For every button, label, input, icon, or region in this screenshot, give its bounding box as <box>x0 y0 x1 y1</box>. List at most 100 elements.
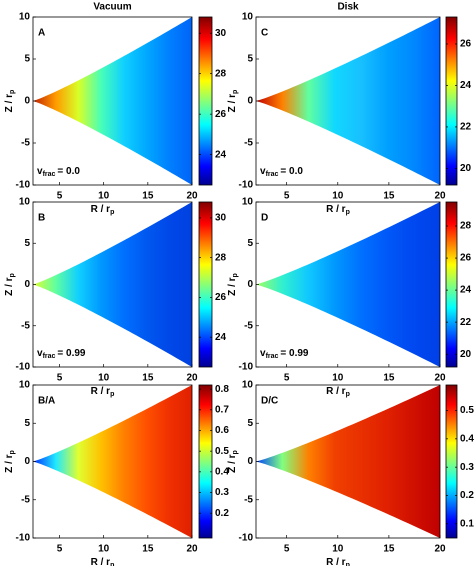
y-axis-label: Z / rp <box>4 90 16 113</box>
y-tick-label: 5 <box>247 54 253 65</box>
annotation-rest: = 0.99 <box>57 348 86 359</box>
annotation-main: v <box>260 348 266 359</box>
y-tick-label: 10 <box>242 380 254 391</box>
x-axis-label: R / rp <box>91 204 115 216</box>
y-axis-label-sub: p <box>232 273 239 277</box>
x-axis-label: R / rp <box>91 557 115 566</box>
annotation-sub: frac <box>266 353 279 360</box>
x-tick-label: 20 <box>186 191 198 202</box>
heatmap-wedge <box>33 17 192 185</box>
x-tick-label: 20 <box>434 191 446 202</box>
colorbar-tick-label: 26 <box>215 109 227 120</box>
y-tick-label: 10 <box>242 197 254 208</box>
y-tick-label: 5 <box>247 238 253 249</box>
x-tick-label: 20 <box>186 373 198 384</box>
y-tick-label: 0 <box>247 456 253 467</box>
colorbar <box>445 16 458 186</box>
x-tick-label: 5 <box>284 191 290 202</box>
x-tick-label: 10 <box>332 373 344 384</box>
x-axis-label-sub: p <box>110 209 114 216</box>
heatmap-wedge <box>256 17 440 185</box>
y-tick-label: -5 <box>21 320 30 331</box>
x-axis-label-main: R / r <box>326 204 346 215</box>
y-axis-label-sub: p <box>9 90 16 94</box>
y-tick-label: 0 <box>247 279 253 290</box>
x-axis-label-sub: p <box>346 562 350 566</box>
colorbar-tick-label: 24 <box>215 149 227 160</box>
y-tick-label: -5 <box>21 138 30 149</box>
annotation: vfrac = 0.0 <box>260 166 303 178</box>
x-tick-label: 15 <box>142 191 154 202</box>
x-axis-label: R / rp <box>326 557 350 566</box>
x-axis-label-sub: p <box>110 562 114 566</box>
colorbar-tick-label: 22 <box>460 317 472 328</box>
x-tick-label: 20 <box>434 544 446 555</box>
annotation-sub: frac <box>43 353 56 360</box>
y-axis-label-sub: p <box>232 450 239 454</box>
colorbar-tick-label: 26 <box>460 39 472 50</box>
colorbar-tick-label: 0.4 <box>460 433 474 444</box>
colorbar-tick-label: 28 <box>215 68 227 79</box>
x-tick-label: 5 <box>57 544 63 555</box>
y-tick-label: 10 <box>19 197 31 208</box>
colorbar-tick-label: 26 <box>460 253 472 264</box>
x-tick-label: 20 <box>186 544 198 555</box>
heatmap-wedge <box>256 385 440 538</box>
y-tick-label: -5 <box>21 494 30 505</box>
y-tick-label: 10 <box>19 380 31 391</box>
colorbar-tick-label: 28 <box>460 221 472 232</box>
colorbar-tick-label: 0.5 <box>460 405 474 416</box>
annotation-sub: frac <box>266 171 279 178</box>
x-tick-label: 10 <box>98 544 110 555</box>
y-tick-label: -5 <box>244 494 253 505</box>
column-title: Vacuum <box>93 2 131 13</box>
annotation-main: v <box>260 166 266 177</box>
y-tick-label: 5 <box>24 418 30 429</box>
x-tick-label: 10 <box>98 373 110 384</box>
y-tick-label: 5 <box>24 238 30 249</box>
x-axis-label-sub: p <box>346 209 350 216</box>
x-axis-label-main: R / r <box>326 386 346 397</box>
x-axis-label-main: R / r <box>91 557 111 566</box>
x-tick-label: 15 <box>383 191 395 202</box>
y-axis-label-main: Z / r <box>227 454 238 472</box>
annotation-rest: = 0.0 <box>280 166 303 177</box>
x-tick-label: 5 <box>57 373 63 384</box>
annotation-main: v <box>37 348 43 359</box>
colorbar-tick-label: 0.4 <box>215 466 229 477</box>
panel-label: D <box>261 213 268 224</box>
y-axis-label-main: Z / r <box>227 277 238 295</box>
x-tick-label: 10 <box>332 544 344 555</box>
colorbar <box>445 384 458 539</box>
x-tick-label: 15 <box>383 544 395 555</box>
column-title: Disk <box>337 2 359 13</box>
x-tick-label: 15 <box>383 373 395 384</box>
x-axis-label-sub: p <box>346 391 350 398</box>
y-tick-label: -10 <box>239 533 254 544</box>
y-axis-label-main: Z / r <box>4 277 15 295</box>
annotation: vfrac = 0.0 <box>37 166 80 178</box>
y-axis-label-main: Z / r <box>4 454 15 472</box>
colorbar-tick-label: 30 <box>215 213 227 224</box>
colorbar-tick-label: 0.8 <box>215 384 229 395</box>
y-tick-label: 5 <box>24 54 30 65</box>
annotation: vfrac = 0.99 <box>260 348 309 360</box>
y-tick-label: -10 <box>16 180 31 191</box>
heatmap-wedge <box>33 385 192 538</box>
panel-label: D/C <box>261 396 278 407</box>
colorbar-tick-label: 22 <box>460 122 472 133</box>
colorbar-tick-label: 0.3 <box>460 462 474 473</box>
colorbar-tick-label: 0.1 <box>460 518 474 529</box>
colorbar <box>198 16 213 186</box>
annotation-sub: frac <box>43 171 56 178</box>
colorbar <box>445 201 458 368</box>
colorbar <box>198 384 213 539</box>
y-tick-label: -5 <box>244 138 253 149</box>
heatmap-wedge <box>256 202 440 367</box>
y-axis-label-sub: p <box>232 90 239 94</box>
x-axis-label-main: R / r <box>91 204 111 215</box>
x-axis-label: R / rp <box>326 386 350 398</box>
y-tick-label: 0 <box>24 96 30 107</box>
annotation-main: v <box>37 166 43 177</box>
